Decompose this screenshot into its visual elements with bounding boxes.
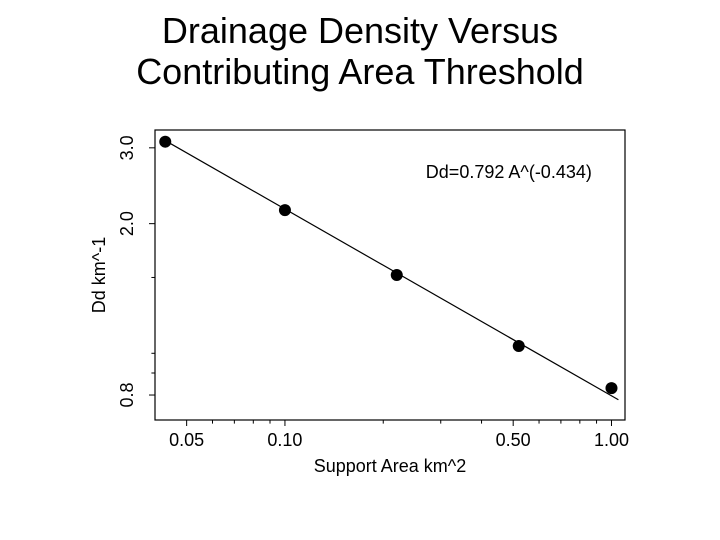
x-axis-label: Support Area km^2 xyxy=(314,456,467,476)
fit-equation: Dd=0.792 A^(-0.434) xyxy=(426,162,592,182)
data-point xyxy=(605,382,617,394)
chart-svg: 0.05 0.10 0.50 1.00 0.8 2.0 3.0 Dd=0.792 A^(-0.… xyxy=(85,120,645,520)
page-title: Drainage Density Versus Contributing Are… xyxy=(0,10,720,93)
y-axis-label: Dd km^-1 xyxy=(89,237,109,313)
title-line-1: Drainage Density Versus xyxy=(162,10,558,51)
data-point xyxy=(279,204,291,216)
x-tick-label: 1.00 xyxy=(594,430,629,450)
x-tick-label: 0.10 xyxy=(267,430,302,450)
y-tick-label: 3.0 xyxy=(117,135,137,160)
data-point xyxy=(513,340,525,352)
x-tick-label: 0.50 xyxy=(496,430,531,450)
title-line-2: Contributing Area Threshold xyxy=(136,51,584,92)
y-tick-label: 0.8 xyxy=(117,383,137,408)
y-tick-label: 2.0 xyxy=(117,211,137,236)
x-tick-label: 0.05 xyxy=(169,430,204,450)
data-point xyxy=(391,269,403,281)
data-point xyxy=(159,136,171,148)
drainage-density-chart: 0.05 0.10 0.50 1.00 0.8 2.0 3.0 Dd=0.792 A^(-0.… xyxy=(85,120,645,520)
